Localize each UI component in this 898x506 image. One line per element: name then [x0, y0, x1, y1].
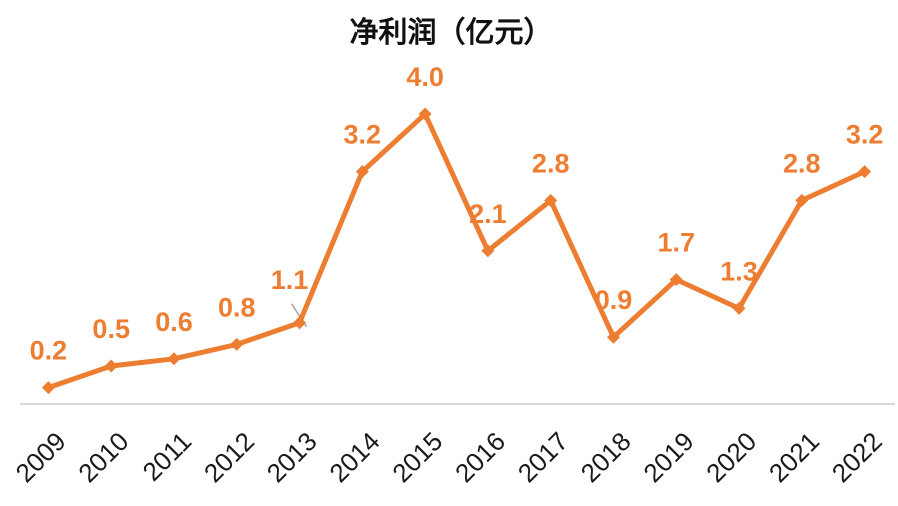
x-axis-tick-label: 2017	[512, 426, 574, 488]
data-point-label: 0.9	[595, 285, 633, 315]
data-point-marker	[669, 273, 683, 287]
data-point-label: 1.1	[271, 265, 309, 295]
data-point-label: 3.2	[846, 120, 884, 150]
data-point-marker	[104, 359, 118, 373]
data-point-label: 2.8	[532, 148, 570, 178]
data-point-marker	[795, 193, 809, 207]
data-point-label: 2.1	[469, 199, 507, 229]
data-point-marker	[606, 330, 620, 344]
x-axis-tick-label: 2021	[763, 426, 825, 488]
data-point-label: 1.3	[720, 256, 758, 286]
x-axis-tick-label: 2012	[198, 426, 260, 488]
data-point-marker	[418, 107, 432, 121]
x-axis-tick-label: 2013	[261, 426, 323, 488]
series-line-layer	[45, 111, 868, 391]
data-point-label: 0.5	[92, 314, 130, 344]
data-point-marker	[355, 165, 369, 179]
x-axis-tick-label: 2019	[637, 426, 699, 488]
data-point-markers	[41, 107, 872, 395]
series-line	[45, 111, 868, 391]
data-point-label: 3.2	[344, 120, 382, 150]
x-axis-tick-label: 2016	[449, 426, 511, 488]
data-point-marker	[41, 381, 55, 395]
data-point-marker	[293, 316, 307, 330]
x-axis-tick-label: 2011	[136, 426, 197, 487]
x-axis-tick-labels: 2009 2010 2011 2012 2013 2014 2015 2016 2017 2018…	[10, 426, 888, 488]
x-axis-tick-label: 2018	[575, 426, 637, 488]
data-point-label: 0.8	[218, 292, 256, 322]
data-point-marker	[858, 165, 872, 179]
data-point-label: 1.7	[658, 228, 696, 258]
data-point-label: 0.2	[30, 336, 68, 366]
data-point-marker	[544, 193, 558, 207]
data-point-label: 2.8	[783, 148, 821, 178]
chart-title: 净利润（亿元）	[349, 15, 552, 49]
x-axis-tick-label: 2020	[700, 426, 762, 488]
data-point-marker	[732, 301, 746, 315]
data-point-marker	[481, 244, 495, 258]
x-axis-tick-label: 2022	[826, 426, 888, 488]
x-axis-tick-label: 2009	[10, 426, 72, 488]
data-point-marker	[230, 337, 244, 351]
x-axis-tick-label: 2014	[323, 426, 385, 488]
data-point-marker	[167, 352, 181, 366]
x-axis-tick-label: 2010	[72, 426, 134, 488]
data-point-label: 0.6	[155, 307, 193, 337]
x-axis-tick-label: 2015	[386, 426, 448, 488]
data-point-labels: 0.2 0.5 0.6 0.8 1.1 3.2 4.0 2.1 2.8 0.9 1.7 1.3 2.8 3…	[30, 62, 884, 366]
data-point-label: 4.0	[406, 62, 444, 92]
